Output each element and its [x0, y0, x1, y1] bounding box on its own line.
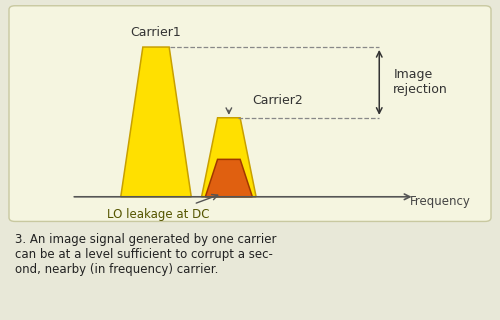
Text: Image
rejection: Image rejection — [394, 68, 448, 96]
Polygon shape — [202, 118, 256, 197]
Text: Carrier2: Carrier2 — [252, 94, 303, 108]
Text: Carrier1: Carrier1 — [130, 26, 182, 39]
Polygon shape — [206, 159, 252, 197]
Polygon shape — [120, 47, 191, 197]
Text: Frequency: Frequency — [410, 196, 470, 209]
Text: 3. An image signal generated by one carrier
can be at a level sufficient to corr: 3. An image signal generated by one carr… — [15, 233, 276, 276]
Text: LO leakage at DC: LO leakage at DC — [107, 208, 210, 220]
